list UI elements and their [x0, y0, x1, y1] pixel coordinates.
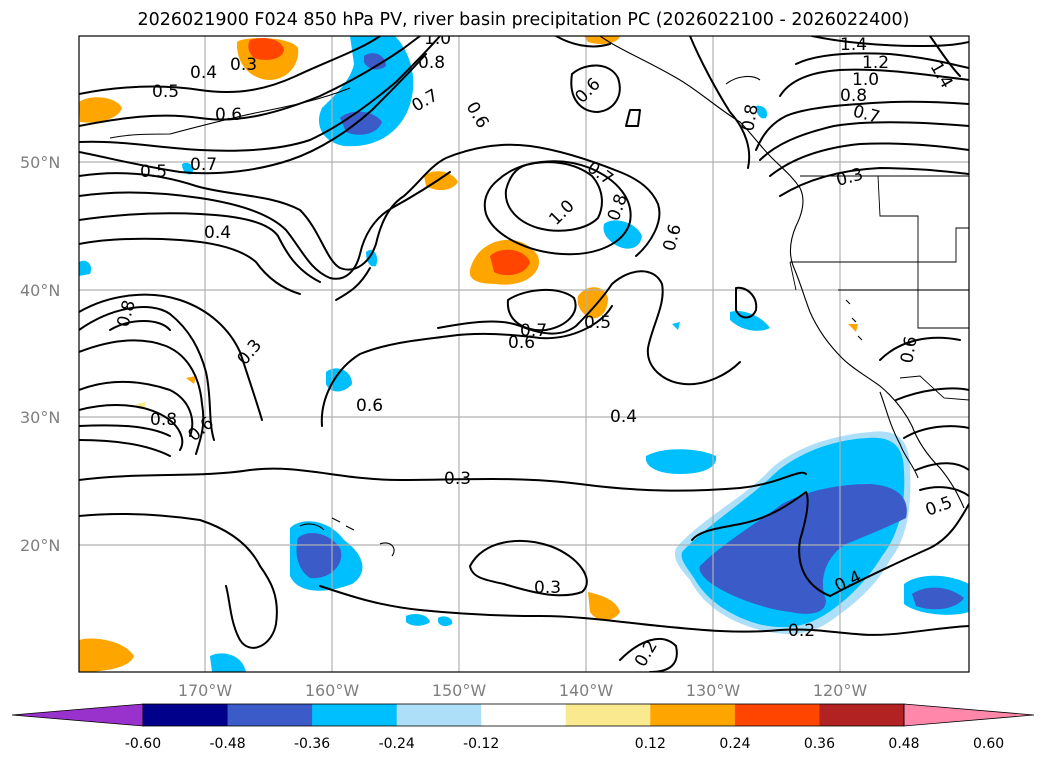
svg-text:0.3: 0.3: [534, 578, 561, 598]
svg-text:1.2: 1.2: [862, 53, 889, 73]
colorbar-extend-low: [11, 703, 144, 727]
svg-text:0.8: 0.8: [150, 410, 177, 430]
colorbar-segment: [819, 704, 905, 726]
colorbar-segment: [312, 704, 398, 726]
svg-text:0.5: 0.5: [152, 82, 179, 102]
colorbar-segment: [143, 704, 229, 726]
svg-text:1.0: 1.0: [424, 29, 451, 49]
svg-text:0.8: 0.8: [604, 191, 632, 223]
svg-text:0.7: 0.7: [520, 321, 547, 341]
colorbar-segment: [481, 704, 567, 726]
svg-text:0.6: 0.6: [215, 105, 242, 125]
latitude-tick-labels: 50°N 40°N 30°N 20°N: [20, 153, 60, 555]
svg-text:0.2: 0.2: [788, 621, 815, 641]
svg-text:0.8: 0.8: [840, 86, 867, 106]
longitude-tick-labels: 170°W 160°W 150°W 140°W 130°W 120°W: [178, 681, 868, 700]
lon-tick-120w: 120°W: [813, 681, 868, 700]
svg-text:0.7: 0.7: [190, 155, 217, 175]
svg-text:1.4: 1.4: [840, 35, 867, 55]
svg-text:0.6: 0.6: [660, 222, 686, 253]
pv-contours: [79, 36, 969, 672]
svg-text:0.6: 0.6: [184, 413, 218, 446]
svg-text:0.4: 0.4: [190, 63, 217, 83]
map-plot-area: 0.5 0.4 0.3 0.6 0.7 0.5 0.4 0.8 1.0 0.7 …: [79, 29, 969, 672]
svg-text:0.6: 0.6: [508, 333, 535, 353]
colorbar-segment: [734, 704, 820, 726]
colorbar-segment: [227, 704, 313, 726]
svg-text:0.3: 0.3: [234, 336, 267, 370]
colorbar-segment: [565, 704, 651, 726]
lon-tick-130w: 130°W: [686, 681, 741, 700]
svg-text:0.8: 0.8: [418, 53, 445, 73]
svg-text:0.6: 0.6: [897, 335, 921, 365]
colorbar-tick-label: -0.36: [294, 736, 330, 752]
svg-text:0.6: 0.6: [356, 396, 383, 416]
colorbar-tick-label: -0.60: [125, 736, 161, 752]
colorbar-tick-label: 0.12: [635, 736, 666, 752]
plot-frame: [78, 35, 970, 673]
svg-text:1.0: 1.0: [545, 196, 578, 229]
svg-text:0.6: 0.6: [462, 99, 493, 132]
colorbar: -0.60 -0.48 -0.36 -0.24 -0.12 0.12 0.24 0.36 0.4…: [11, 703, 1035, 752]
positive-precip-shading: [79, 36, 858, 672]
colorbar-segment: [396, 704, 482, 726]
svg-text:0.5: 0.5: [584, 313, 611, 333]
colorbar-frame: [142, 703, 905, 727]
colorbar-tick-label: 0.24: [719, 736, 750, 752]
svg-text:1.0: 1.0: [852, 70, 879, 90]
svg-text:0.7: 0.7: [409, 85, 442, 116]
svg-text:0.8: 0.8: [738, 103, 762, 133]
lat-tick-30n: 30°N: [20, 408, 60, 427]
svg-text:0.3: 0.3: [230, 55, 257, 75]
colorbar-extend-high: [903, 703, 1035, 727]
svg-text:0.3: 0.3: [834, 165, 865, 191]
colorbar-tick-label: -0.48: [209, 736, 245, 752]
map-title: 2026021900 F024 850 hPa PV, river basin …: [137, 10, 910, 30]
lat-tick-50n: 50°N: [20, 153, 60, 172]
graticule: [79, 36, 969, 672]
negative-precip-shading: [79, 36, 969, 672]
svg-text:0.5: 0.5: [923, 493, 955, 521]
svg-text:0.8: 0.8: [114, 298, 140, 329]
lon-tick-140w: 140°W: [559, 681, 614, 700]
colorbar-tick-label: 0.48: [888, 736, 919, 752]
lon-tick-160w: 160°W: [305, 681, 360, 700]
colorbar-tick-label: -0.24: [379, 736, 415, 752]
colorbar-tick-label: -0.12: [463, 736, 499, 752]
svg-text:0.3: 0.3: [444, 469, 471, 489]
colorbar-tick-label: 0.60: [973, 736, 1004, 752]
colorbar-tick-label: 0.36: [804, 736, 835, 752]
lon-tick-170w: 170°W: [178, 681, 233, 700]
lon-tick-150w: 150°W: [432, 681, 487, 700]
svg-text:0.2: 0.2: [631, 637, 662, 670]
lat-tick-20n: 20°N: [20, 536, 60, 555]
colorbar-segment: [650, 704, 736, 726]
lat-tick-40n: 40°N: [20, 281, 60, 300]
svg-text:0.5: 0.5: [140, 162, 167, 182]
svg-text:0.4: 0.4: [610, 407, 637, 427]
svg-text:0.4: 0.4: [204, 223, 231, 243]
